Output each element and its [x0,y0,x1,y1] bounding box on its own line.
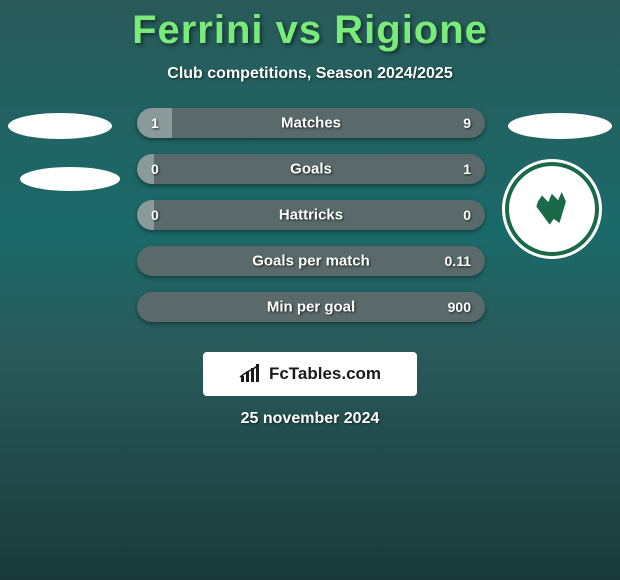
stat-label: Min per goal [267,299,355,316]
stats-container: 1 Matches 9 0 Goals 1 0 Hattricks 0 Goal… [137,108,485,338]
stat-left-value: 1 [151,115,159,131]
season-subtitle: Club competitions, Season 2024/2025 [0,65,620,83]
date-text: 25 november 2024 [241,410,380,428]
player-left-avatar-1 [8,113,112,139]
player-right-avatar [508,113,612,139]
stat-right-value: 900 [448,299,471,315]
stat-bar-matches: 1 Matches 9 [137,108,485,138]
team-badge-inner [509,166,595,252]
stat-bar-goals: 0 Goals 1 [137,154,485,184]
wolf-icon [529,186,575,232]
stat-left-value: 0 [151,161,159,177]
stat-right-value: 0.11 [445,253,471,269]
stat-bar-min-per-goal: Min per goal 900 [137,292,485,322]
stat-bar-goals-per-match: Goals per match 0.11 [137,246,485,276]
stat-label: Matches [281,115,341,132]
logo-text: FcTables.com [269,364,381,384]
chart-icon [239,364,263,384]
stat-bar-hattricks: 0 Hattricks 0 [137,200,485,230]
stat-label: Goals per match [252,253,370,270]
stat-right-value: 1 [463,161,471,177]
comparison-title: Ferrini vs Rigione [0,0,620,53]
stat-left-value: 0 [151,207,159,223]
fctables-logo[interactable]: FcTables.com [203,352,417,396]
stat-label: Hattricks [279,207,343,224]
stat-right-value: 9 [463,115,471,131]
team-badge [502,159,602,259]
stat-label: Goals [290,161,332,178]
content-area: 1 Matches 9 0 Goals 1 0 Hattricks 0 Goal… [0,113,620,333]
player-left-avatar-2 [20,167,120,191]
stat-right-value: 0 [463,207,471,223]
